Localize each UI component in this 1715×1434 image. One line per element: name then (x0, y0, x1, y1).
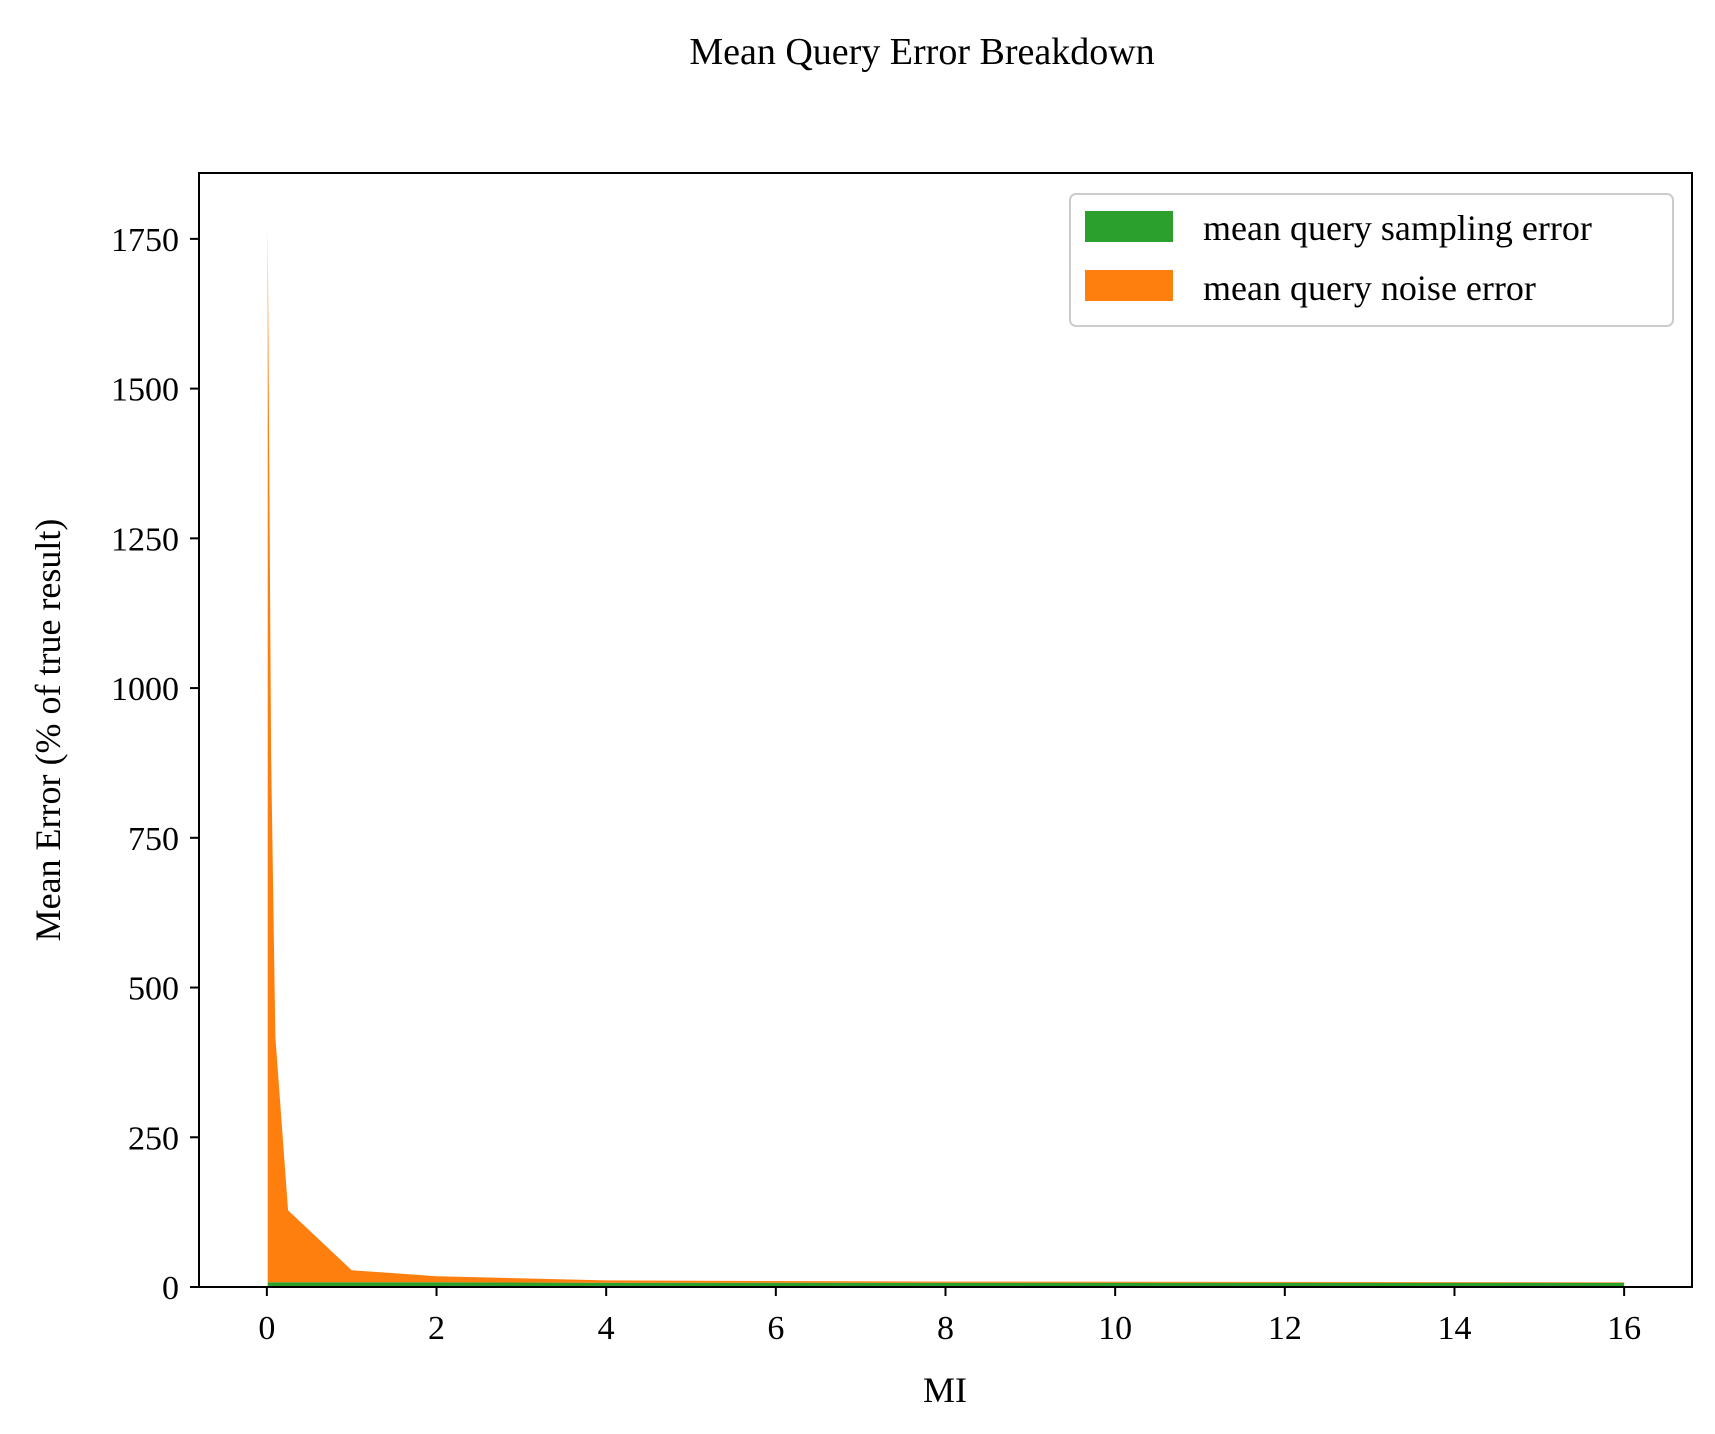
legend-swatch-noise-error (1085, 270, 1173, 301)
y-tick-label: 0 (162, 1270, 179, 1307)
area-series-0 (267, 1282, 1625, 1287)
y-tick-label: 250 (128, 1120, 179, 1157)
y-axis-ticks: 0 250 500 750 1000 1250 1500 1750 (111, 222, 199, 1307)
y-tick-label: 1000 (111, 671, 179, 708)
legend-label-sampling-error: mean query sampling error (1203, 208, 1592, 248)
x-tick-label: 6 (767, 1310, 784, 1347)
x-tick-label: 2 (428, 1310, 445, 1347)
x-tick-label: 16 (1607, 1310, 1641, 1347)
legend-label-noise-error: mean query noise error (1203, 268, 1536, 308)
x-tick-label: 0 (258, 1310, 275, 1347)
x-axis-label: MI (923, 1370, 967, 1410)
x-tick-label: 12 (1268, 1310, 1302, 1347)
x-tick-label: 4 (598, 1310, 615, 1347)
y-tick-label: 1500 (111, 372, 179, 409)
y-tick-label: 1750 (111, 222, 179, 259)
y-tick-label: 1250 (111, 521, 179, 558)
legend: mean query sampling error mean query noi… (1069, 193, 1674, 327)
x-tick-label: 10 (1098, 1310, 1132, 1347)
legend-frame (1069, 193, 1674, 327)
y-tick-label: 750 (128, 821, 179, 858)
x-axis-ticks: 0 2 4 6 8 10 12 14 16 (258, 1287, 1641, 1347)
plot-areas (267, 226, 1625, 1287)
y-tick-label: 500 (128, 971, 179, 1008)
y-axis-label: Mean Error (% of true result) (28, 519, 68, 942)
chart-title: Mean Query Error Breakdown (689, 31, 1154, 73)
x-tick-label: 8 (937, 1310, 954, 1347)
legend-swatch-sampling-error (1085, 211, 1173, 242)
x-tick-label: 14 (1437, 1310, 1471, 1347)
